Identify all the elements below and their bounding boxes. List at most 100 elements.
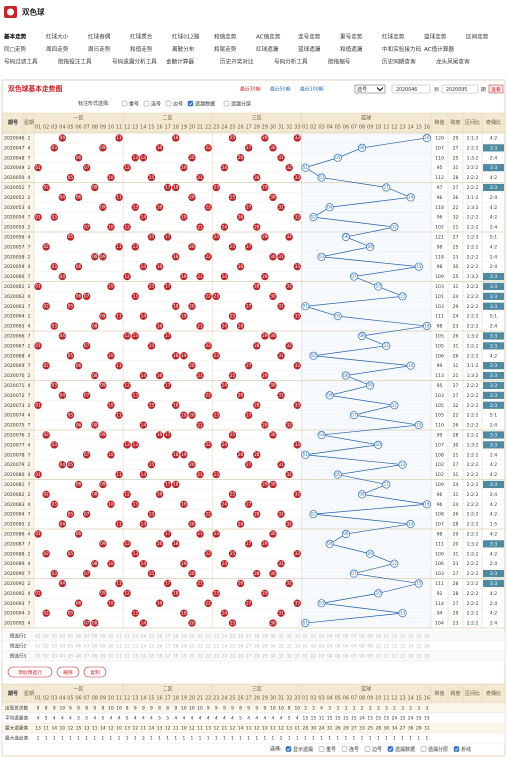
- checkbox[interactable]: [223, 100, 230, 107]
- preselect-number[interactable]: 12: [392, 654, 398, 660]
- nav-link[interactable]: 蓝球遗漏: [298, 45, 321, 53]
- preselect-number[interactable]: 14: [408, 654, 414, 660]
- preselect-number[interactable]: 24: [222, 644, 228, 650]
- preselect-number[interactable]: 28: [254, 654, 260, 660]
- preselect-number[interactable]: 17: [165, 644, 171, 650]
- preselect-number[interactable]: 08: [92, 654, 98, 660]
- preselect-number[interactable]: 04: [327, 654, 333, 660]
- preselect-number[interactable]: 28: [254, 634, 260, 640]
- nav-link[interactable]: 和值走势: [214, 33, 237, 41]
- preselect-number[interactable]: 11: [116, 634, 122, 640]
- preselect-number[interactable]: 03: [319, 644, 325, 650]
- input-to[interactable]: [441, 84, 479, 94]
- period-link[interactable]: 最近30期: [240, 86, 261, 93]
- preselect-number[interactable]: 10: [108, 634, 114, 640]
- preselect-number[interactable]: 20: [189, 644, 195, 650]
- preselect-number[interactable]: 03: [319, 654, 325, 660]
- preselect-number[interactable]: 05: [68, 634, 74, 640]
- nav-link[interactable]: 红球奇偶: [88, 33, 111, 41]
- preselect-number[interactable]: 14: [141, 644, 147, 650]
- nav-link[interactable]: 号码遗漏分析工具: [112, 58, 157, 66]
- preselect-number[interactable]: 03: [319, 634, 325, 640]
- preselect-number[interactable]: 17: [165, 634, 171, 640]
- preselect-number[interactable]: 31: [278, 644, 284, 650]
- preselect-number[interactable]: 09: [100, 634, 106, 640]
- nav-link[interactable]: 基本走势: [3, 33, 27, 41]
- preselect-number[interactable]: 08: [92, 644, 98, 650]
- preselect-number[interactable]: 13: [132, 644, 138, 650]
- preselect-number[interactable]: 25: [230, 634, 236, 640]
- preselect-number[interactable]: 06: [76, 634, 82, 640]
- checkbox[interactable]: [165, 100, 172, 107]
- preselect-number[interactable]: 15: [416, 634, 422, 640]
- preselect-number[interactable]: 06: [343, 654, 349, 660]
- preselect-number[interactable]: 01: [303, 634, 309, 640]
- preselect-number[interactable]: 12: [392, 644, 398, 650]
- preselect-number[interactable]: 11: [116, 654, 122, 660]
- preselect-number[interactable]: 04: [60, 634, 66, 640]
- checkbox[interactable]: [318, 746, 325, 752]
- preselect-number[interactable]: 22: [205, 644, 211, 650]
- preselect-number[interactable]: 09: [100, 644, 106, 650]
- preselect-number[interactable]: 20: [189, 654, 195, 660]
- preselect-number[interactable]: 06: [76, 644, 82, 650]
- preselect-number[interactable]: 16: [157, 634, 163, 640]
- preselect-number[interactable]: 27: [246, 644, 252, 650]
- preselect-number[interactable]: 19: [181, 634, 187, 640]
- preselect-number[interactable]: 02: [311, 654, 317, 660]
- preselect-number[interactable]: 04: [327, 644, 333, 650]
- preselect-number[interactable]: 04: [327, 634, 333, 640]
- nav-link[interactable]: 红球走势: [382, 33, 405, 41]
- preselect-number[interactable]: 08: [92, 634, 98, 640]
- preselect-number[interactable]: 07: [351, 654, 357, 660]
- nav-link[interactable]: 连号走势: [298, 33, 321, 41]
- preselect-number[interactable]: 26: [238, 644, 244, 650]
- preselect-number[interactable]: 30: [270, 644, 276, 650]
- preselect-number[interactable]: 26: [238, 634, 244, 640]
- checkbox[interactable]: [364, 746, 371, 752]
- preselect-number[interactable]: 12: [124, 654, 130, 660]
- nav-link[interactable]: 红球质合: [130, 33, 153, 41]
- nav-link[interactable]: 号码过滤工具: [4, 58, 38, 66]
- preselect-number[interactable]: 07: [84, 634, 90, 640]
- nav-link[interactable]: 号码分析工具: [274, 58, 308, 66]
- preselect-number[interactable]: 03: [51, 644, 57, 650]
- preselect-number[interactable]: 01: [35, 634, 41, 640]
- nav-link[interactable]: 离散分布: [172, 45, 195, 53]
- nav-link[interactable]: 重号走势: [340, 33, 363, 41]
- preselect-number[interactable]: 21: [197, 654, 203, 660]
- nav-link[interactable]: 蓝球走势: [424, 33, 447, 41]
- preselect-number[interactable]: 28: [254, 644, 260, 650]
- preselect-number[interactable]: 01: [35, 644, 41, 650]
- preselect-number[interactable]: 19: [181, 654, 187, 660]
- preselect-number[interactable]: 14: [141, 634, 147, 640]
- nav-link[interactable]: 胆拖投注工具: [58, 58, 92, 66]
- preselect-number[interactable]: 30: [270, 654, 276, 660]
- preselect-number[interactable]: 22: [205, 654, 211, 660]
- preselect-number[interactable]: 29: [262, 634, 268, 640]
- checkbox[interactable]: [420, 746, 427, 752]
- preselect-number[interactable]: 08: [359, 654, 365, 660]
- nav-link[interactable]: 历史开奖对比: [220, 58, 254, 66]
- preselect-number[interactable]: 26: [238, 654, 244, 660]
- select-box[interactable]: [354, 84, 386, 94]
- preselect-number[interactable]: 13: [400, 644, 406, 650]
- preselect-number[interactable]: 11: [116, 644, 122, 650]
- nav-link[interactable]: 同□走势: [4, 45, 26, 53]
- preselect-number[interactable]: 08: [359, 644, 365, 650]
- nav-link[interactable]: 周四走势: [46, 45, 69, 53]
- preselect-number[interactable]: 18: [173, 644, 179, 650]
- preselect-number[interactable]: 11: [384, 634, 390, 640]
- preselect-number[interactable]: 33: [294, 634, 300, 640]
- preselect-number[interactable]: 33: [294, 644, 300, 650]
- nav-link[interactable]: 红球大小: [46, 33, 69, 41]
- preselect-number[interactable]: 06: [343, 644, 349, 650]
- preselect-number[interactable]: 23: [213, 654, 219, 660]
- preselect-number[interactable]: 21: [197, 634, 203, 640]
- preselect-number[interactable]: 08: [359, 634, 365, 640]
- input-from[interactable]: [391, 84, 431, 94]
- preselect-number[interactable]: 02: [311, 634, 317, 640]
- nav-link[interactable]: 和尾走势: [214, 45, 237, 53]
- preselect-number[interactable]: 15: [149, 644, 155, 650]
- nav-link[interactable]: AC值走势: [256, 33, 281, 41]
